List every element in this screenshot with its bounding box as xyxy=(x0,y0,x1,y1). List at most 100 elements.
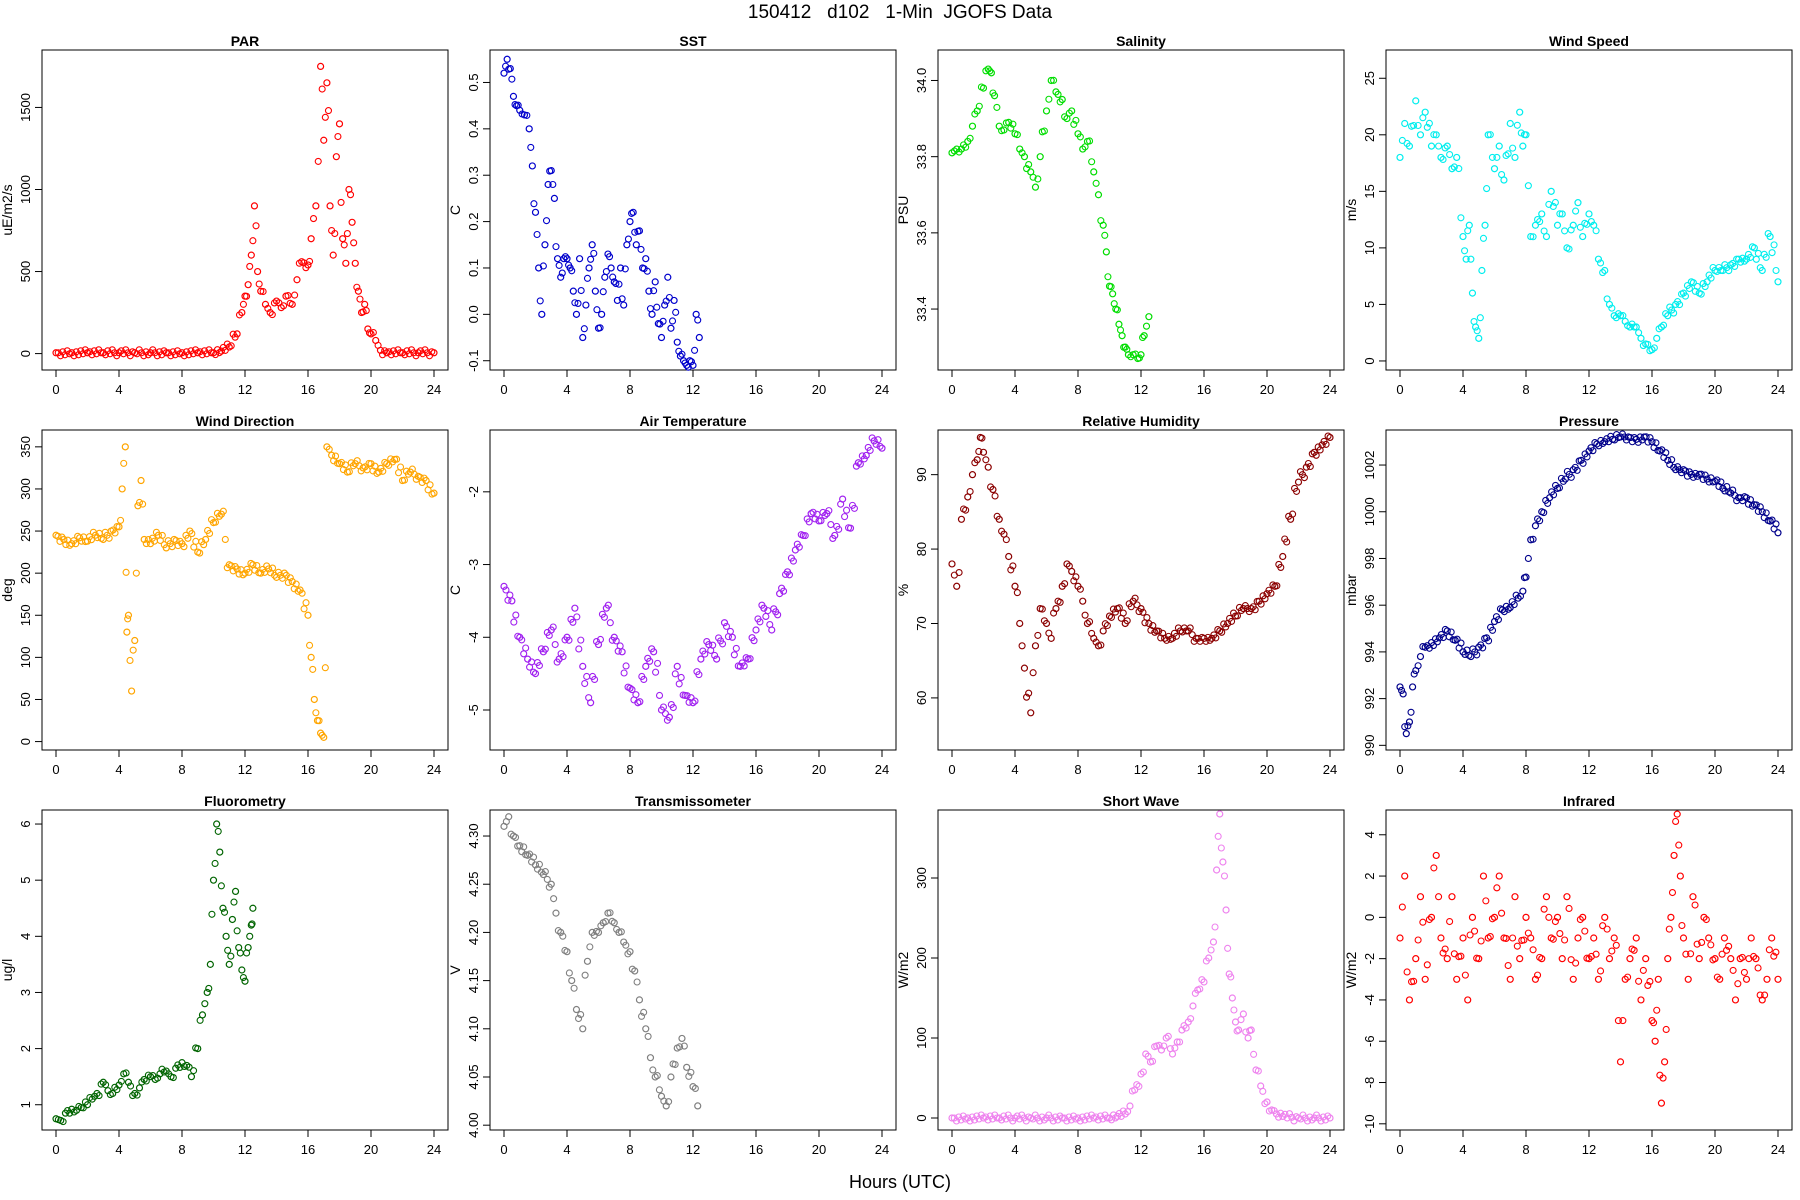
data-point xyxy=(1052,605,1060,613)
data-point xyxy=(1490,913,1499,921)
data-point xyxy=(678,350,686,358)
data-point xyxy=(120,459,128,467)
data-point xyxy=(1235,1026,1243,1034)
data-point xyxy=(83,1101,92,1109)
data-point xyxy=(293,276,301,284)
data-point xyxy=(952,1117,961,1125)
data-point xyxy=(581,971,589,979)
data-point xyxy=(1766,232,1774,241)
data-point xyxy=(1703,278,1711,286)
x-tick-label: 0 xyxy=(52,382,59,397)
data-point xyxy=(612,279,620,288)
data-point xyxy=(1430,131,1438,139)
data-point xyxy=(609,273,617,281)
y-tick-label: -0.1 xyxy=(466,350,481,372)
data-point xyxy=(1490,165,1499,173)
data-point xyxy=(694,1102,702,1110)
data-point xyxy=(559,932,567,940)
y-tick-label: 990 xyxy=(1362,734,1377,756)
y-tick-label: 100 xyxy=(18,647,33,669)
data-point xyxy=(577,1011,585,1019)
y-tick-label: 33.4 xyxy=(914,296,929,321)
data-point xyxy=(1581,927,1589,935)
data-point xyxy=(257,569,265,577)
y-tick-label: -5 xyxy=(466,704,481,716)
data-point xyxy=(129,1092,137,1100)
data-point xyxy=(640,675,648,684)
data-point xyxy=(346,191,355,199)
data-point xyxy=(1435,142,1443,150)
data-point xyxy=(1414,936,1422,944)
data-point xyxy=(1283,538,1291,546)
data-point xyxy=(418,478,426,487)
data-point xyxy=(1635,977,1643,985)
data-point xyxy=(1121,1110,1129,1118)
data-point xyxy=(1139,1068,1147,1076)
x-tick-label: 12 xyxy=(238,382,252,397)
data-point xyxy=(547,166,555,175)
data-point xyxy=(1553,221,1562,229)
data-point xyxy=(825,507,833,515)
data-point xyxy=(1209,938,1218,946)
data-point xyxy=(966,134,974,142)
data-point xyxy=(1034,631,1042,639)
data-point xyxy=(1437,153,1445,162)
data-point xyxy=(1488,626,1497,634)
data-point xyxy=(1772,266,1780,275)
data-point xyxy=(139,500,147,508)
data-point xyxy=(1506,119,1514,128)
data-point xyxy=(1007,124,1015,132)
data-point xyxy=(1619,1017,1627,1025)
data-point xyxy=(522,644,530,652)
data-point xyxy=(1494,616,1502,624)
data-point xyxy=(92,350,101,358)
y-tick-label: 994 xyxy=(1362,641,1377,663)
data-point xyxy=(1693,472,1701,480)
data-point xyxy=(1086,137,1094,145)
data-point xyxy=(213,820,221,828)
data-point xyxy=(1058,95,1066,104)
data-point xyxy=(255,280,263,288)
data-point xyxy=(1101,620,1109,628)
data-point xyxy=(561,253,569,261)
data-point xyxy=(1665,925,1673,933)
data-point xyxy=(1519,587,1527,595)
data-point xyxy=(973,456,981,464)
data-point xyxy=(544,180,552,189)
data-point xyxy=(1599,269,1607,277)
data-point xyxy=(1099,627,1107,635)
data-point xyxy=(531,208,540,216)
data-point xyxy=(1597,967,1605,975)
data-point xyxy=(310,695,318,704)
data-point xyxy=(102,1081,110,1089)
data-point xyxy=(1102,248,1110,256)
data-point xyxy=(230,898,238,906)
data-points xyxy=(1396,810,1782,1107)
data-point xyxy=(1534,971,1542,979)
data-point xyxy=(1419,918,1427,926)
data-point xyxy=(1133,601,1141,609)
panel-title: Relative Humidity xyxy=(1082,413,1200,429)
data-point xyxy=(616,642,624,650)
data-point xyxy=(1029,173,1037,181)
data-point xyxy=(1740,257,1749,265)
y-tick-label: 80 xyxy=(914,542,929,556)
panel-wind-speed: Wind Speed 0 4 8 12 16 20 24 0 5 10 15 20 25 m/s xyxy=(1343,33,1793,397)
data-point xyxy=(568,267,576,275)
data-point xyxy=(317,62,325,71)
data-point xyxy=(646,305,655,313)
x-tick-label: 8 xyxy=(626,1142,633,1157)
data-point xyxy=(1405,142,1414,150)
data-point xyxy=(1467,255,1475,263)
data-point xyxy=(1068,107,1076,115)
x-tick-label: 24 xyxy=(427,382,441,397)
x-tick-label: 4 xyxy=(563,1142,570,1157)
data-point xyxy=(1116,326,1125,334)
data-point xyxy=(1762,509,1770,517)
data-point xyxy=(1279,552,1287,561)
data-point xyxy=(1653,334,1661,342)
data-point xyxy=(254,267,262,276)
data-point xyxy=(99,349,107,357)
data-point xyxy=(636,698,644,706)
data-point xyxy=(689,699,697,707)
